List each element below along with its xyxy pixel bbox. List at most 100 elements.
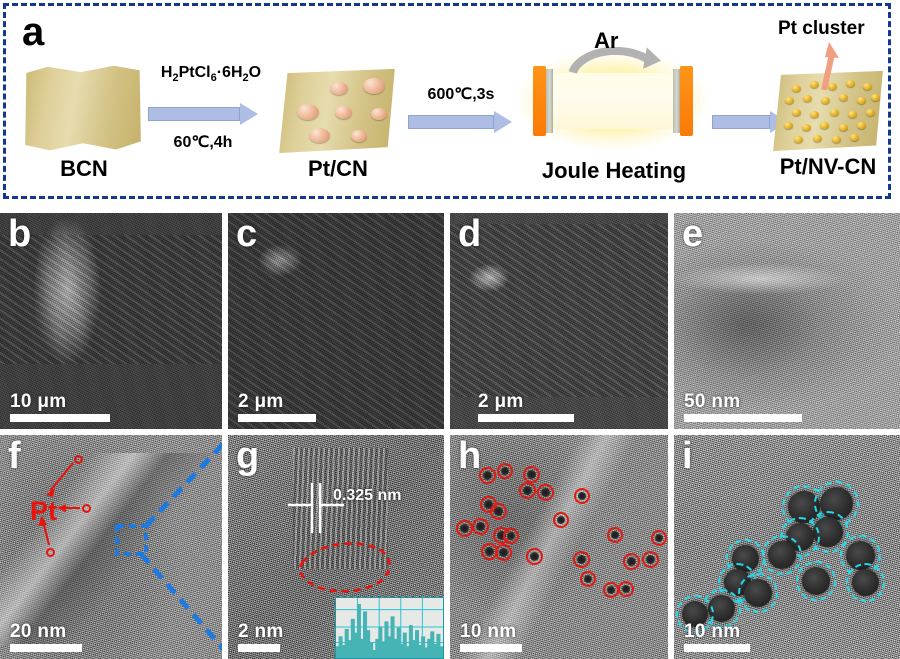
panel-f-scalebar: 20 nm: [10, 622, 82, 652]
pt-cluster-dot: [784, 122, 794, 130]
pt-cluster-marker: [580, 571, 596, 587]
micrograph-panel-c[interactable]: c 2 μm: [228, 213, 444, 429]
pt-precursor-dot: [371, 107, 388, 120]
panel-i-scale-line: [684, 644, 750, 652]
arrow-step2: [408, 111, 512, 133]
panel-d-grain: [450, 213, 668, 429]
panel-b-grain: [0, 213, 222, 429]
pt-nanoparticle-marker: [762, 535, 802, 575]
ptnvcn-label: Pt/NV-CN: [779, 154, 877, 179]
pt-cluster-marker: [623, 553, 640, 570]
pt-cluster-marker: [497, 463, 513, 479]
micrograph-panel-f[interactable]: f Pt 20 nm: [0, 435, 222, 659]
pt-cluster-marker: [642, 551, 659, 568]
joule-heating-apparatus: [518, 44, 708, 156]
ptcn-sheet: [278, 68, 396, 154]
panel-d-scale-text: 2 μm: [478, 391, 524, 413]
panel-b-scale-text: 10 μm: [10, 391, 67, 413]
pt-precursor-dot: [308, 128, 330, 144]
panel-b-scalebar: 10 μm: [10, 392, 110, 422]
pt-cluster-dot: [794, 135, 804, 143]
panel-c-flakes: [228, 213, 444, 429]
micrograph-panel-h[interactable]: h: [450, 435, 668, 659]
panel-f-sheet-band: [0, 452, 222, 646]
electrode-left: [533, 66, 553, 136]
pt-cluster-dot: [803, 94, 813, 102]
pt-cluster-marker: [573, 551, 590, 568]
ar-gas-label: Ar: [594, 28, 619, 53]
pt-cluster-marker: [526, 548, 543, 565]
pt-precursor-dot: [351, 129, 368, 142]
pt-cluster-dot: [857, 97, 867, 105]
arrow-step2-shaft: [408, 115, 494, 129]
panel-c-scale-text: 2 μm: [238, 391, 284, 413]
panel-letter-a: a: [22, 10, 45, 54]
micrograph-panel-g[interactable]: g 0.325 nm: [228, 435, 444, 659]
micrograph-panel-b[interactable]: b 10 μm: [0, 213, 222, 429]
panel-c-scalebar: 2 μm: [238, 392, 316, 422]
pt-marker-circle: [82, 504, 91, 513]
pt-cluster-dot: [839, 93, 849, 101]
panel-letter-i: i: [682, 435, 693, 477]
micrograph-panel-e[interactable]: e 50 nm: [674, 213, 900, 429]
pt-cluster-dot: [792, 109, 802, 117]
ar-flow-arc-icon: [569, 46, 662, 74]
arrow2-top-text: 600℃,3s: [427, 86, 495, 103]
pt-cluster-marker: [574, 488, 590, 504]
pt-cluster-marker: [519, 482, 536, 499]
panel-g-scale-text: 2 nm: [238, 621, 284, 643]
panel-letter-b: b: [8, 213, 32, 255]
electrode-right-grip: [673, 69, 681, 134]
panel-g-scalebar: 2 nm: [238, 622, 284, 652]
pt-cluster-dot: [862, 83, 872, 91]
pt-cluster-marker: [651, 530, 667, 546]
pt-cluster-dot: [845, 79, 855, 87]
micrograph-panel-d[interactable]: d 2 μm: [450, 213, 668, 429]
panel-d-scale-line: [478, 414, 574, 422]
pt-cluster-marker: [603, 582, 619, 598]
pt-marker-circle: [74, 455, 83, 464]
panel-h-scalebar: 10 nm: [460, 622, 522, 652]
pt-cluster-marker: [456, 520, 473, 537]
pt-cluster-marker: [503, 528, 519, 544]
panel-e-scalebar: 50 nm: [684, 392, 802, 422]
pt-cluster-marker: [490, 503, 507, 520]
pt-cluster-dot: [857, 121, 867, 129]
panel-c-grain: [228, 213, 444, 429]
panel-f-scale-text: 20 nm: [10, 621, 67, 643]
panel-letter-c: c: [236, 213, 258, 255]
panel-a-schematic: a BCN H2PtCl6·6H2O 60℃,4h Pt/CN 600℃,: [3, 3, 891, 199]
panel-i-scale-text: 10 nm: [684, 621, 741, 643]
panel-h-scale-text: 10 nm: [460, 621, 517, 643]
joule-chamber: [548, 73, 678, 130]
panel-letter-e: e: [682, 213, 704, 255]
panel-d-image: [450, 213, 668, 429]
arrow-step2-head: [494, 111, 512, 133]
panel-e-scale-line: [684, 414, 802, 422]
pt-cluster-dot: [850, 133, 860, 141]
intensity-profile-chart: [336, 598, 443, 658]
joule-heating-label: Joule Heating: [541, 158, 687, 183]
pt-cluster-arrow-icon: [821, 42, 839, 90]
pt-cluster-dot: [821, 97, 831, 105]
pt-cluster-dot: [785, 97, 795, 105]
panel-d-scalebar: 2 μm: [478, 392, 574, 422]
pt-cluster-marker: [495, 544, 512, 561]
pt-cluster-marker: [479, 467, 496, 484]
panel-b-flakes: [0, 234, 222, 365]
panel-letter-g: g: [236, 435, 260, 477]
pt-cluster-dot: [810, 80, 820, 88]
pt-precursor-dot: [329, 81, 348, 95]
panel-h-scale-line: [460, 644, 522, 652]
electrode-left-grip: [545, 69, 553, 134]
pt-cluster-callout-label: Pt cluster: [778, 18, 865, 39]
pt-cluster-dot: [810, 111, 820, 118]
electrode-left-face: [533, 66, 547, 136]
arrow1-bottom-text: 60℃,4h: [173, 134, 233, 151]
panel-g-lattice-fringes: [292, 448, 388, 570]
arrow-step1-head: [240, 103, 258, 125]
pt-precursor-dot: [296, 104, 319, 121]
panel-g-lattice-marker-icon: [288, 483, 391, 593]
micrograph-panel-i[interactable]: i: [674, 435, 900, 659]
